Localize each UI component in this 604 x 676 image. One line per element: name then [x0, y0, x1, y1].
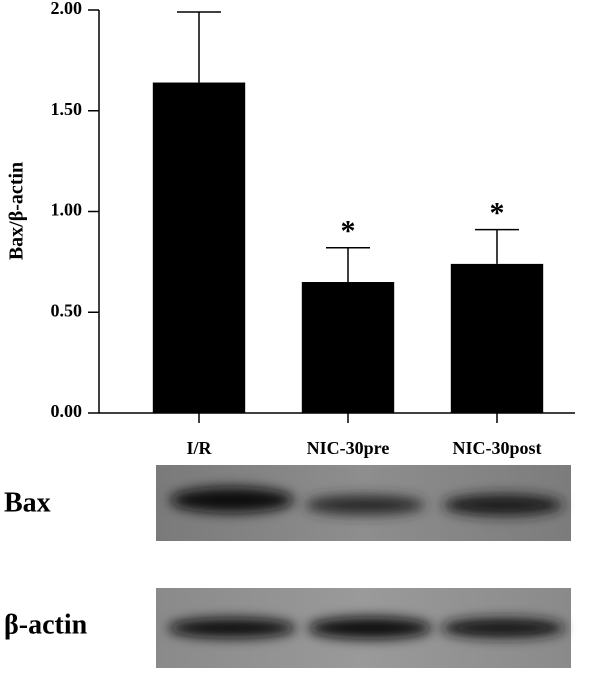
- y-tick-label: 2.00: [51, 0, 83, 18]
- y-tick-label: 0.50: [51, 300, 83, 320]
- x-tick-label: I/R: [186, 438, 212, 458]
- bar: [301, 282, 395, 413]
- significance-mark: *: [490, 197, 505, 230]
- y-tick-label: 0.00: [51, 401, 83, 421]
- blot-bax: [156, 465, 571, 541]
- blot-label: Bax: [4, 487, 51, 518]
- blot-actin: [156, 588, 571, 668]
- x-tick-label: NIC-30post: [452, 438, 541, 458]
- y-axis-label: Bax/β-actin: [6, 162, 28, 260]
- x-tick-label: NIC-30pre: [307, 438, 390, 458]
- y-tick-label: 1.00: [51, 200, 83, 220]
- y-tick-label: 1.50: [51, 99, 83, 119]
- bar: [450, 263, 544, 413]
- blot-label: β-actin: [4, 609, 88, 640]
- bar: [152, 82, 246, 413]
- significance-mark: *: [341, 215, 356, 248]
